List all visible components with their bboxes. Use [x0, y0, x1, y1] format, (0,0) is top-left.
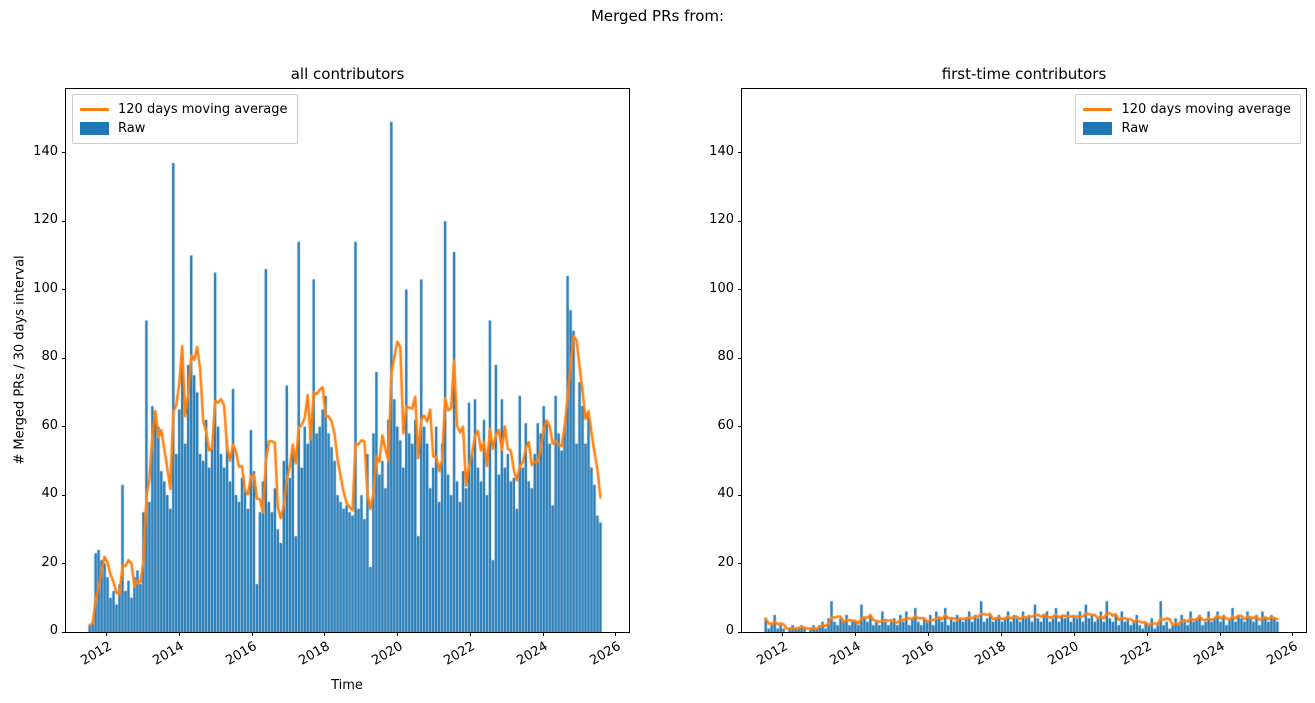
x-tick-label: 2024 [514, 639, 551, 669]
x-tick-label: 2022 [1118, 639, 1155, 669]
y-tick-label: 100 [33, 280, 58, 296]
y-tick-mark [62, 152, 66, 154]
x-tick-mark [855, 632, 857, 636]
x-tick-mark [615, 632, 617, 636]
y-tick-label: 60 [717, 417, 734, 433]
axes-first-time-contributors: first-time contributors 120 days moving … [709, 65, 1307, 669]
x-tick-mark [251, 632, 253, 636]
y-tick-label: 140 [33, 143, 58, 159]
y-tick-label: 20 [41, 554, 58, 570]
moving-average-line-swatch-icon [1083, 108, 1113, 111]
x-tick-label: 2026 [587, 639, 624, 669]
y-tick-mark [738, 494, 742, 496]
y-tick-label: 60 [41, 417, 58, 433]
y-tick-mark [62, 426, 66, 428]
axes-all-contributors: all contributors 120 days moving average… [33, 65, 630, 669]
axes-title-all-contributors: all contributors [290, 65, 405, 83]
plot-canvas-all-contributors [66, 89, 629, 632]
x-tick-label: 2018 [972, 639, 1009, 669]
legend-item-raw: Raw [1083, 119, 1291, 138]
x-axis-label: Time [331, 678, 363, 693]
x-tick-label: 2020 [1045, 639, 1082, 669]
x-tick-label: 2016 [223, 639, 260, 669]
legend-label-raw: Raw [118, 121, 146, 136]
x-tick-mark [1292, 632, 1294, 636]
x-tick-mark [928, 632, 930, 636]
legend-first-time-contributors: 120 days moving average Raw [1075, 94, 1301, 144]
x-tick-label: 2022 [441, 639, 478, 669]
y-tick-label: 120 [709, 212, 734, 228]
raw-patch-swatch-icon [80, 122, 109, 135]
x-tick-mark [782, 632, 784, 636]
x-tick-mark [1073, 632, 1075, 636]
y-tick-mark [62, 357, 66, 359]
y-tick-mark [62, 289, 66, 291]
x-tick-mark [469, 632, 471, 636]
legend-item-raw: Raw [80, 119, 288, 138]
x-tick-label: 2016 [899, 639, 937, 669]
legend-item-moving-average: 120 days moving average [80, 100, 288, 119]
x-tick-label: 2014 [827, 639, 864, 669]
y-tick-label: 20 [717, 554, 734, 570]
legend-label-moving-average: 120 days moving average [118, 102, 288, 117]
x-tick-mark [178, 632, 180, 636]
y-tick-label: 80 [41, 349, 58, 365]
legend-label-moving-average: 120 days moving average [1121, 102, 1291, 117]
y-tick-mark [738, 289, 742, 291]
moving-average-line-swatch-icon [80, 108, 109, 111]
legend-label-raw: Raw [1121, 121, 1149, 136]
y-tick-mark [62, 631, 66, 633]
x-tick-mark [1219, 632, 1221, 636]
y-tick-mark [738, 426, 742, 428]
plot-canvas-first-time-contributors [742, 89, 1306, 632]
y-axis-label: # Merged PRs / 30 days interval [12, 255, 28, 465]
y-tick-mark [738, 563, 742, 565]
y-tick-label: 140 [709, 143, 734, 159]
axes-title-first-time-contributors: first-time contributors [941, 65, 1107, 83]
x-tick-mark [542, 632, 544, 636]
x-tick-mark [1000, 632, 1002, 636]
y-tick-label: 0 [49, 623, 58, 638]
y-tick-mark [738, 152, 742, 154]
y-tick-mark [738, 220, 742, 222]
x-tick-label: 2018 [296, 639, 333, 669]
x-tick-label: 2024 [1191, 639, 1228, 669]
x-tick-mark [397, 632, 399, 636]
y-tick-label: 120 [33, 212, 58, 228]
y-tick-mark [62, 563, 66, 565]
y-tick-mark [738, 631, 742, 633]
x-tick-mark [324, 632, 326, 636]
x-tick-mark [1146, 632, 1148, 636]
x-tick-mark [106, 632, 108, 636]
x-tick-label: 2012 [754, 639, 791, 669]
y-tick-label: 40 [717, 486, 734, 502]
x-tick-label: 2014 [150, 639, 187, 669]
y-tick-label: 40 [41, 486, 58, 502]
y-tick-label: 0 [725, 623, 734, 638]
x-tick-label: 2026 [1264, 639, 1301, 669]
y-tick-mark [738, 357, 742, 359]
figure-title: Merged PRs from: [590, 7, 725, 25]
y-tick-mark [62, 494, 66, 496]
y-tick-label: 80 [717, 349, 734, 365]
legend-item-moving-average: 120 days moving average [1083, 100, 1291, 119]
x-tick-label: 2012 [78, 639, 115, 669]
y-tick-mark [62, 220, 66, 222]
raw-patch-swatch-icon [1083, 122, 1113, 135]
legend-all-contributors: 120 days moving average Raw [72, 94, 298, 144]
y-tick-label: 100 [709, 280, 734, 296]
